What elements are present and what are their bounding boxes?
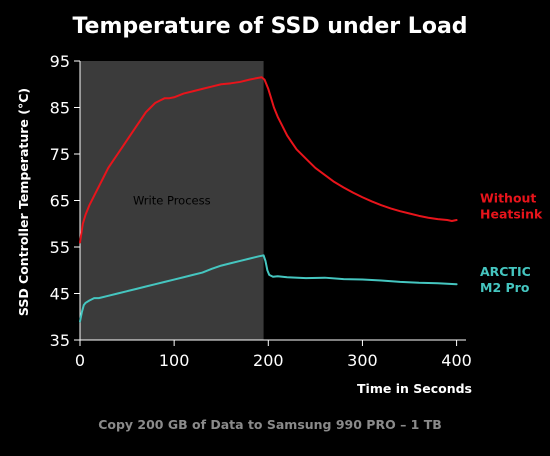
x-tick-label: 200 xyxy=(253,351,284,370)
y-tick-label: 95 xyxy=(50,52,70,71)
y-tick-label: 55 xyxy=(50,238,70,257)
write-process-region xyxy=(80,61,264,340)
legend-label: M2 Pro xyxy=(480,280,530,295)
series-line-arctic-m2-pro xyxy=(79,254,458,323)
y-tick-label: 75 xyxy=(50,145,70,164)
x-tick-label: 400 xyxy=(441,351,472,370)
y-tick-label: 35 xyxy=(50,331,70,350)
x-tick-label: 0 xyxy=(75,351,85,370)
chart-caption: Copy 200 GB of Data to Samsung 990 PRO –… xyxy=(98,417,442,432)
legend-label: Heatsink xyxy=(480,206,543,221)
plot-area: Write Process 35 45 55 65 75 85 95 0 100 200 300 400… xyxy=(50,52,543,370)
x-tick-label: 100 xyxy=(159,351,190,370)
chart-title: Temperature of SSD under Load xyxy=(72,14,467,39)
y-tick-label: 65 xyxy=(50,192,70,211)
y-tick-label: 85 xyxy=(50,99,70,118)
y-tick-label: 45 xyxy=(50,285,70,304)
y-axis-label: SSD Controller Temperature (°C) xyxy=(16,88,31,316)
x-axis-label: Time in Seconds xyxy=(357,381,472,396)
write-process-label: Write Process xyxy=(133,194,211,208)
legend-label: ARCTIC xyxy=(480,264,531,279)
legend-label: Without xyxy=(480,190,536,205)
series-line-without-heatsink xyxy=(79,76,458,244)
x-tick-label: 300 xyxy=(347,351,378,370)
